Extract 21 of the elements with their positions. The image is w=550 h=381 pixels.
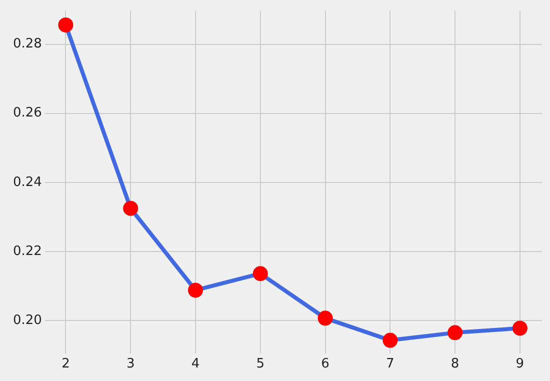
point — [318, 310, 333, 326]
x-tick-label: 4 — [191, 356, 200, 372]
point — [188, 282, 203, 298]
x-tick-label: 8 — [450, 356, 460, 372]
x-tick-label: 9 — [516, 356, 524, 372]
y-tick-label: 0.20 — [12, 312, 42, 328]
x-tick-label: 6 — [321, 356, 330, 372]
y-tick-label: 0.24 — [12, 174, 42, 190]
point — [252, 266, 268, 282]
y-tick-label: 0.26 — [12, 106, 42, 121]
point — [58, 17, 74, 32]
x-tick-label: 3 — [126, 356, 135, 372]
y-tick-label: 0.28 — [12, 36, 42, 52]
point — [512, 320, 528, 336]
point — [382, 332, 398, 348]
point — [123, 200, 138, 216]
x-tick-label: 2 — [62, 356, 70, 372]
y-tick-label: 0.22 — [12, 244, 42, 259]
point — [448, 325, 463, 340]
x-tick-label: 5 — [256, 356, 265, 372]
x-tick-label: 7 — [386, 356, 394, 372]
